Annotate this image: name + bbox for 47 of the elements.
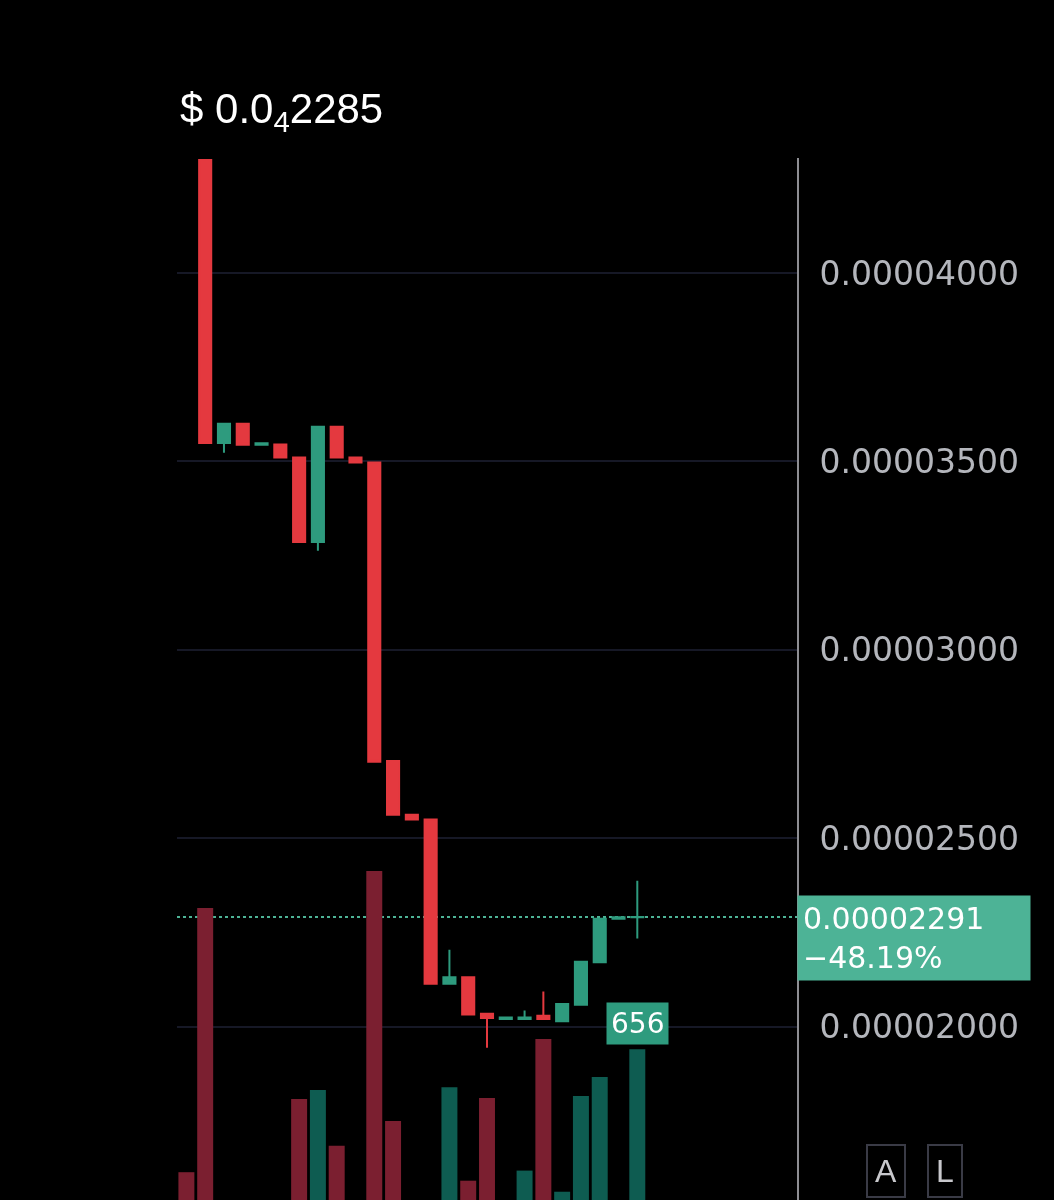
candlestick <box>329 425 344 459</box>
bar <box>441 1087 458 1200</box>
candlestick <box>254 442 269 446</box>
candlestick <box>611 916 626 920</box>
y-tick-label: 0.00003500 <box>819 441 1020 481</box>
ref-line-label: 0.00002291 −48.19% <box>803 901 985 975</box>
candlestick <box>386 759 401 816</box>
y-tick-label: 0.00003000 <box>819 630 1020 670</box>
bar <box>572 1095 589 1200</box>
candlestick <box>348 456 363 464</box>
candlestick <box>423 818 438 985</box>
candlestick <box>367 461 382 763</box>
candlestick <box>592 917 607 964</box>
bar <box>516 1170 533 1200</box>
bar <box>591 1077 608 1200</box>
candlestick <box>292 456 307 544</box>
text: A <box>875 1153 897 1189</box>
data-label: 656 <box>611 1007 665 1040</box>
bar <box>328 1145 345 1200</box>
chart-title: $ 0.0$_{4}$2285 <box>180 84 384 138</box>
bar <box>554 1191 571 1200</box>
candlestick <box>216 422 232 454</box>
candlestick <box>630 879 645 940</box>
candlestick <box>442 948 457 985</box>
bar <box>197 908 214 1200</box>
candlestick <box>555 1003 570 1023</box>
bar <box>460 1180 477 1200</box>
candlestick <box>310 425 325 552</box>
bar <box>385 1120 402 1200</box>
candlestick <box>198 158 213 444</box>
candlestick <box>273 443 288 459</box>
bar <box>629 1049 646 1200</box>
candlestick <box>536 990 551 1021</box>
candlestick <box>461 976 476 1016</box>
y-tick-label: 0.00002500 <box>819 818 1020 858</box>
y-tick-label: 0.00002000 <box>819 1007 1020 1047</box>
bar <box>309 1089 326 1200</box>
candlestick <box>235 422 250 446</box>
candlestick <box>573 960 588 1006</box>
bar <box>291 1098 308 1200</box>
y-tick-label: 0.00004000 <box>819 253 1020 293</box>
bar <box>178 1172 195 1200</box>
bar <box>479 1098 495 1200</box>
text: L <box>936 1153 954 1189</box>
bar <box>535 1038 552 1200</box>
bar <box>366 871 383 1200</box>
candlestick <box>479 1012 495 1049</box>
